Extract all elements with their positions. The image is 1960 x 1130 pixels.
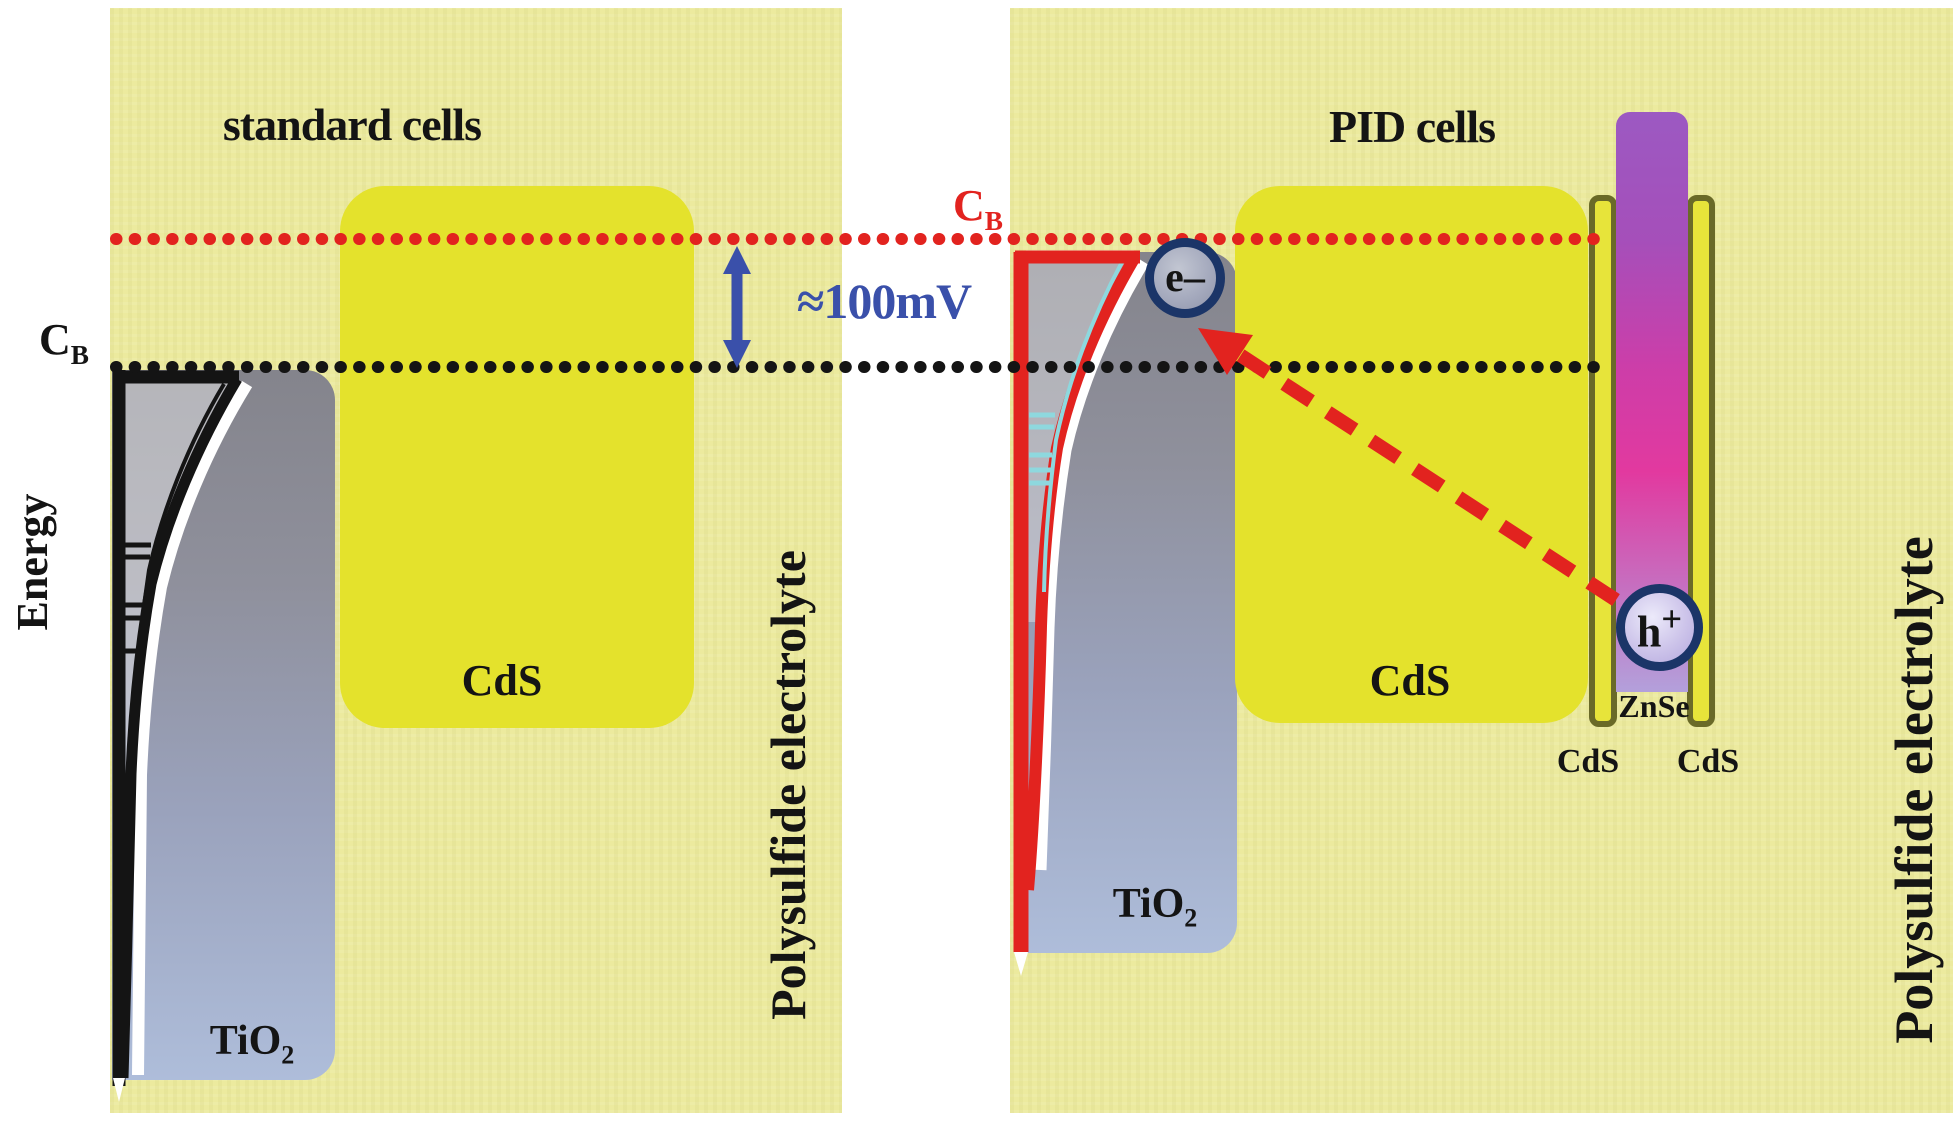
cds-label-pid: CdS: [1369, 656, 1451, 705]
tio2-label-standard: TiO2: [209, 1018, 295, 1070]
cds-block-pid: [1235, 186, 1588, 723]
znse-label: ZnSe: [1618, 688, 1690, 724]
offset-value-label: ≈100mV: [796, 273, 972, 329]
cds-shell-label-right: CdS: [1676, 743, 1740, 780]
electrolyte-label-standard: Polysulfide electrolyte: [760, 550, 816, 1020]
cb-label-standard: CB: [39, 315, 89, 370]
tio2-block-standard: [112, 370, 335, 1080]
cds-shell-bar-left: [1589, 195, 1617, 727]
electrolyte-label-pid: Polysulfide electrolyte: [1884, 536, 1944, 1044]
electron-circle: e–: [1145, 238, 1225, 318]
cds-label-standard: CdS: [461, 656, 543, 705]
standard-cells-title: standard cells: [222, 99, 482, 150]
tio2-label-pid: TiO2: [1112, 881, 1198, 933]
energy-axis-label: Energy: [8, 493, 57, 631]
cb-label-pid: CB: [953, 181, 1003, 236]
cds-block-standard: [340, 186, 694, 728]
pid-cells-title: PID cells: [1328, 101, 1496, 152]
electron-label: e–: [1165, 255, 1205, 301]
tio2-block-pid: [1014, 252, 1237, 953]
hole-circle: h+: [1616, 584, 1703, 671]
cds-shell-label-left: CdS: [1556, 743, 1620, 780]
hole-label: h+: [1636, 598, 1683, 657]
